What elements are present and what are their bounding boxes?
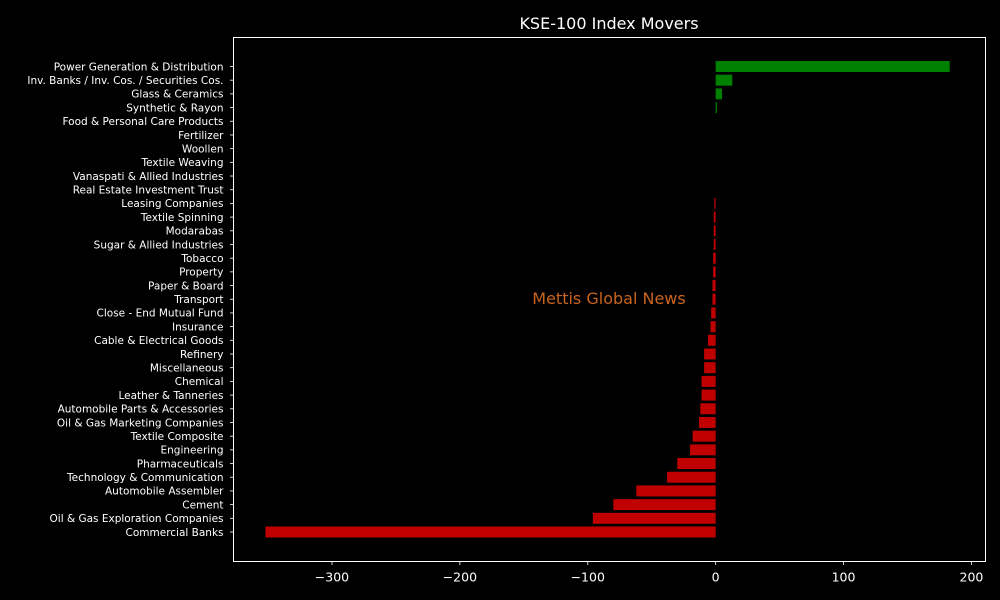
- bar: [692, 430, 716, 442]
- bar: [701, 375, 716, 387]
- category-label: Miscellaneous: [150, 363, 224, 375]
- x-axis: −300 −200 −100 0 100 200: [315, 561, 984, 585]
- category-label: Pharmaceuticals: [137, 458, 224, 470]
- category-label: Synthetic & Rayon: [126, 102, 223, 114]
- bar: [711, 307, 716, 319]
- category-label: Power Generation & Distribution: [54, 61, 224, 73]
- category-label: Vanaspati & Allied Industries: [73, 171, 224, 183]
- bar: [592, 512, 716, 524]
- x-tick-label: −200: [443, 570, 477, 585]
- bar: [713, 266, 716, 278]
- category-label: Paper & Board: [148, 280, 223, 292]
- bar: [700, 403, 716, 415]
- category-label: Property: [179, 267, 223, 279]
- bar: [713, 252, 716, 264]
- category-label: Transport: [173, 294, 223, 306]
- category-label: Engineering: [161, 445, 224, 457]
- x-tick-label: −300: [315, 570, 349, 585]
- category-label: Fertilizer: [178, 130, 224, 142]
- bar: [667, 471, 716, 483]
- category-label: Inv. Banks / Inv. Cos. / Securities Cos.: [27, 75, 223, 87]
- category-label: Textile Weaving: [141, 157, 224, 169]
- category-label: Real Estate Investment Trust: [73, 185, 224, 197]
- bar: [713, 225, 716, 237]
- bar: [707, 334, 716, 346]
- category-label: Commercial Banks: [126, 527, 224, 539]
- bar: [712, 280, 716, 292]
- bar: [677, 458, 716, 470]
- category-label: Glass & Ceramics: [131, 89, 223, 101]
- category-label: Cable & Electrical Goods: [94, 335, 223, 347]
- bar: [704, 348, 716, 360]
- bar: [713, 211, 716, 223]
- category-label: Leather & Tanneries: [118, 390, 223, 402]
- category-label: Insurance: [172, 321, 224, 333]
- category-label: Cement: [182, 499, 223, 511]
- bar: [715, 88, 723, 100]
- y-axis: Power Generation & Distribution Inv. Bank…: [27, 61, 234, 539]
- category-label: Modarabas: [166, 226, 224, 238]
- category-label: Oil & Gas Exploration Companies: [50, 513, 224, 525]
- category-label: Textile Spinning: [140, 212, 224, 224]
- bar: [715, 74, 733, 86]
- bar: [715, 102, 717, 114]
- bar: [701, 389, 716, 401]
- category-label: Close - End Mutual Fund: [97, 308, 224, 320]
- category-label: Leasing Companies: [121, 198, 223, 210]
- category-label: Refinery: [180, 349, 224, 361]
- x-tick-label: −100: [571, 570, 605, 585]
- category-label: Food & Personal Care Products: [62, 116, 223, 128]
- bar: [699, 416, 716, 428]
- x-tick-label: 200: [960, 570, 984, 585]
- bar: [712, 293, 716, 305]
- bar: [613, 499, 716, 511]
- category-label: Woollen: [182, 143, 224, 155]
- category-label: Tobacco: [180, 253, 223, 265]
- bar: [265, 526, 716, 538]
- category-label: Technology & Communication: [66, 472, 223, 484]
- watermark-text: Mettis Global News: [532, 289, 685, 308]
- bar: [715, 61, 950, 72]
- x-tick-label: 100: [832, 570, 856, 585]
- x-tick-label: 0: [712, 570, 720, 585]
- bar: [710, 321, 716, 333]
- category-label: Oil & Gas Marketing Companies: [57, 417, 224, 429]
- bar: [713, 239, 716, 250]
- bar: [690, 444, 716, 456]
- bar: [704, 362, 716, 374]
- category-label: Automobile Assembler: [105, 486, 224, 498]
- category-label: Textile Composite: [130, 431, 224, 443]
- bars-group: [265, 61, 950, 538]
- category-label: Sugar & Allied Industries: [94, 239, 224, 251]
- category-label: Automobile Parts & Accessories: [58, 404, 224, 416]
- bar: [714, 197, 716, 209]
- chart-title: KSE-100 Index Movers: [519, 14, 698, 33]
- bar: [636, 485, 716, 497]
- category-label: Chemical: [175, 376, 224, 388]
